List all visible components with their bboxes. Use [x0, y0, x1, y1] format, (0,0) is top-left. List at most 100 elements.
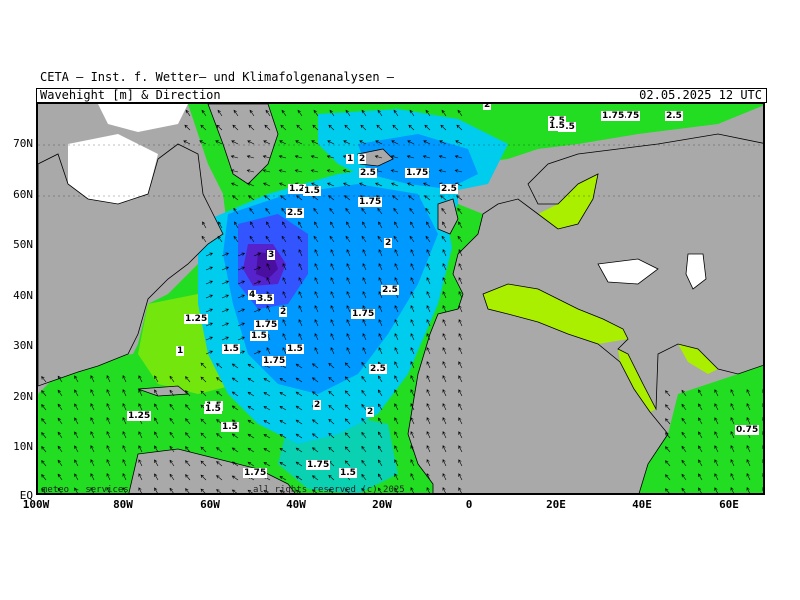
- wave-direction-arrow: [746, 459, 751, 467]
- wave-direction-arrow: [169, 403, 175, 411]
- wave-direction-arrow: [330, 221, 335, 229]
- wave-direction-arrow: [266, 263, 271, 271]
- wave-direction-arrow: [410, 361, 415, 369]
- wave-direction-arrow: [106, 403, 111, 411]
- wave-direction-arrow: [282, 319, 287, 327]
- wave-height-label: 1: [176, 346, 185, 356]
- wave-direction-arrow: [169, 459, 175, 467]
- wave-height-label: 3: [267, 250, 276, 260]
- wave-direction-arrow: [456, 195, 463, 201]
- wave-direction-arrow: [377, 473, 383, 481]
- wave-direction-arrow: [328, 362, 335, 369]
- wave-direction-arrow: [442, 333, 447, 341]
- wave-direction-arrow: [314, 291, 319, 299]
- wave-direction-arrow: [455, 140, 463, 145]
- wave-height-label: 1: [346, 154, 355, 164]
- wave-direction-arrow: [279, 434, 287, 439]
- wave-direction-arrow: [409, 109, 415, 117]
- wave-direction-arrow: [330, 291, 335, 299]
- wave-direction-arrow: [346, 277, 351, 285]
- wave-direction-arrow: [330, 319, 335, 327]
- wave-direction-arrow: [439, 140, 447, 145]
- wave-direction-arrow: [746, 403, 751, 411]
- wave-direction-arrow: [426, 445, 431, 453]
- wave-direction-arrow: [216, 461, 223, 467]
- wave-direction-arrow: [410, 375, 415, 383]
- wave-direction-arrow: [138, 403, 143, 411]
- wave-direction-arrow: [205, 252, 214, 257]
- wave-direction-arrow: [714, 487, 718, 493]
- wave-direction-arrow: [138, 473, 143, 481]
- wave-height-label: 1.75: [306, 460, 331, 470]
- wave-direction-arrow: [394, 305, 399, 313]
- wave-direction-arrow: [295, 140, 303, 145]
- wave-direction-arrow: [327, 140, 335, 145]
- wave-direction-arrow: [262, 155, 271, 159]
- wave-direction-arrow: [361, 109, 367, 117]
- wave-direction-arrow: [426, 347, 431, 355]
- wave-direction-arrow: [442, 319, 447, 327]
- wave-direction-arrow: [232, 124, 239, 131]
- wave-direction-arrow: [441, 235, 447, 243]
- wave-direction-arrow: [390, 169, 399, 173]
- wave-direction-arrow: [57, 431, 63, 439]
- lat-label: EQ: [19, 489, 33, 502]
- wave-direction-arrow: [263, 378, 271, 383]
- wave-direction-arrow: [328, 432, 335, 439]
- wave-direction-arrow: [90, 431, 95, 439]
- wave-direction-arrow: [247, 140, 255, 145]
- wave-direction-arrow: [279, 182, 287, 187]
- wave-height-label: 1.75: [351, 309, 376, 319]
- wave-direction-arrow: [362, 319, 367, 327]
- wave-direction-arrow: [90, 473, 95, 481]
- wave-direction-arrow: [442, 487, 446, 493]
- wave-direction-arrow: [253, 280, 262, 285]
- wave-direction-arrow: [378, 291, 383, 299]
- wave-direction-arrow: [426, 221, 431, 229]
- wave-direction-arrow: [426, 305, 431, 313]
- wave-direction-arrow: [253, 308, 262, 313]
- wave-direction-arrow: [138, 375, 143, 383]
- lon-label: 20E: [546, 498, 566, 511]
- wave-direction-arrow: [330, 277, 335, 285]
- wave-direction-arrow: [328, 488, 334, 493]
- lon-label: 60W: [200, 498, 220, 511]
- wave-direction-arrow: [426, 375, 431, 383]
- wave-direction-arrow: [329, 207, 335, 215]
- wave-direction-arrow: [169, 473, 175, 481]
- wave-direction-arrow: [295, 433, 303, 439]
- wave-direction-arrow: [361, 403, 367, 411]
- wave-direction-arrow: [249, 235, 255, 243]
- wave-direction-arrow: [295, 405, 303, 411]
- wave-direction-arrow: [698, 431, 703, 439]
- wave-direction-arrow: [665, 432, 671, 439]
- wave-direction-arrow: [410, 305, 415, 313]
- wave-direction-arrow: [278, 155, 287, 159]
- wave-direction-arrow: [360, 124, 367, 131]
- wave-height-label: 1.25: [184, 314, 209, 324]
- wave-direction-arrow: [205, 280, 214, 285]
- wave-height-label: 1.5: [221, 422, 239, 432]
- wave-direction-arrow: [406, 155, 415, 159]
- wave-direction-arrow: [263, 182, 271, 187]
- wave-direction-arrow: [237, 252, 246, 257]
- wave-direction-arrow: [41, 390, 47, 397]
- wave-direction-arrow: [230, 169, 239, 173]
- wave-direction-arrow: [442, 431, 447, 439]
- wave-height-label: 1.5: [303, 186, 321, 196]
- wave-direction-arrow: [762, 473, 763, 477]
- wave-direction-arrow: [216, 363, 223, 369]
- wave-direction-arrow: [185, 109, 191, 117]
- wave-height-label: 1.75: [405, 168, 430, 178]
- wave-height-label: 1.5: [204, 404, 222, 414]
- wave-direction-arrow: [250, 221, 255, 229]
- wave-direction-arrow: [221, 294, 230, 299]
- wave-direction-arrow: [714, 459, 719, 467]
- wave-direction-arrow: [394, 417, 399, 425]
- wave-direction-arrow: [216, 475, 223, 481]
- wave-direction-arrow: [361, 473, 367, 481]
- wave-direction-arrow: [265, 235, 271, 243]
- wave-direction-arrow: [378, 319, 383, 327]
- wave-direction-arrow: [393, 235, 399, 243]
- wave-direction-arrow: [359, 140, 367, 145]
